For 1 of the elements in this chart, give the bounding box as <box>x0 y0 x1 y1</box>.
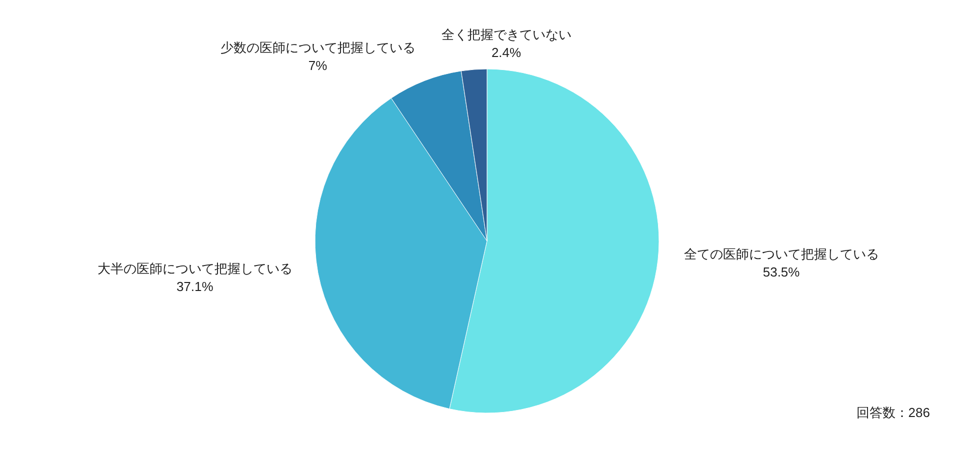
text: 回答数：286 <box>856 405 930 420</box>
